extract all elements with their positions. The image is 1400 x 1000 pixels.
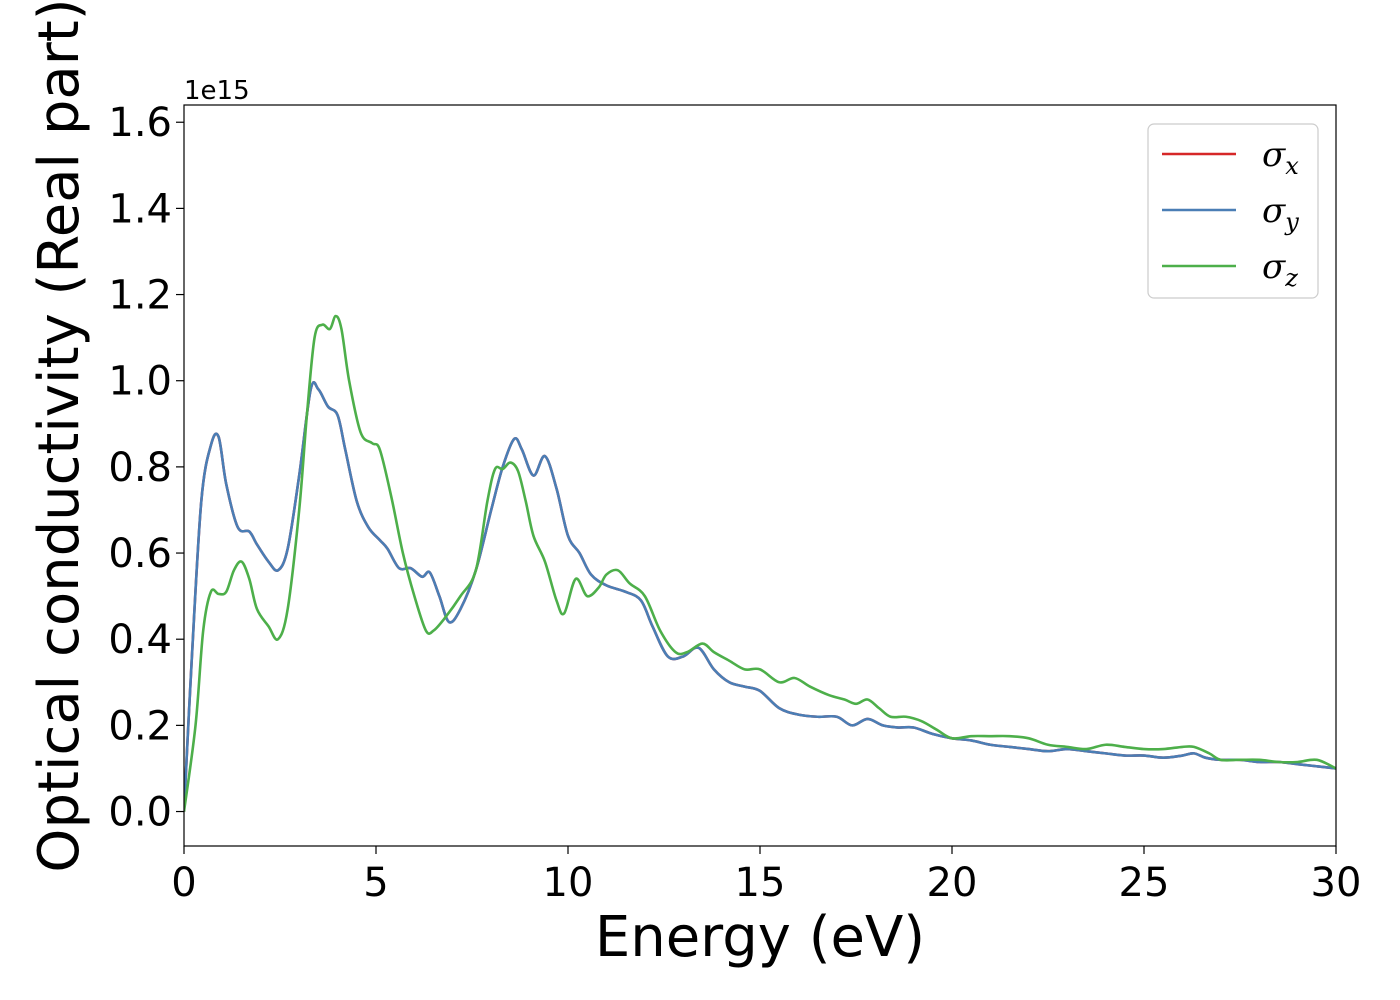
y-tick-label: 1.6: [108, 100, 172, 146]
legend-entry-y: σy: [1262, 191, 1299, 236]
y-tick-label: 1.4: [108, 186, 172, 232]
legend-entry-x: σx: [1262, 135, 1299, 180]
y-axis: 0.0 0.2 0.4 0.6 0.8 1.0 1.2 1.4 1.6: [108, 100, 184, 836]
x-tick-label: 5: [363, 860, 388, 906]
x-tick-label: 10: [543, 860, 594, 906]
y-axis-offset-label: 1e15: [184, 76, 250, 106]
y-axis-label: Optical conductivity (Real part): [27, 0, 92, 873]
legend-entry-z: σz: [1262, 247, 1298, 292]
y-tick-label: 0.4: [108, 617, 172, 663]
y-tick-label: 0.0: [108, 790, 172, 836]
y-tick-label: 0.8: [108, 445, 172, 491]
series-layer: [184, 314, 1336, 812]
x-axis: 0 5 10 15 20 25 30: [171, 846, 1361, 906]
y-tick-label: 0.2: [108, 703, 172, 749]
y-tick-label: 1.0: [108, 359, 172, 405]
series-line-z: [184, 314, 1336, 812]
x-tick-label: 20: [927, 860, 978, 906]
legend: σx σy σz: [1147, 123, 1319, 299]
y-tick-label: 0.6: [108, 531, 172, 577]
x-tick-label: 25: [1119, 860, 1170, 906]
x-tick-label: 15: [735, 860, 786, 906]
x-tick-label: 0: [171, 860, 196, 906]
x-axis-label: Energy (eV): [595, 905, 925, 970]
y-tick-label: 1.2: [108, 273, 172, 319]
x-tick-label: 30: [1311, 860, 1362, 906]
